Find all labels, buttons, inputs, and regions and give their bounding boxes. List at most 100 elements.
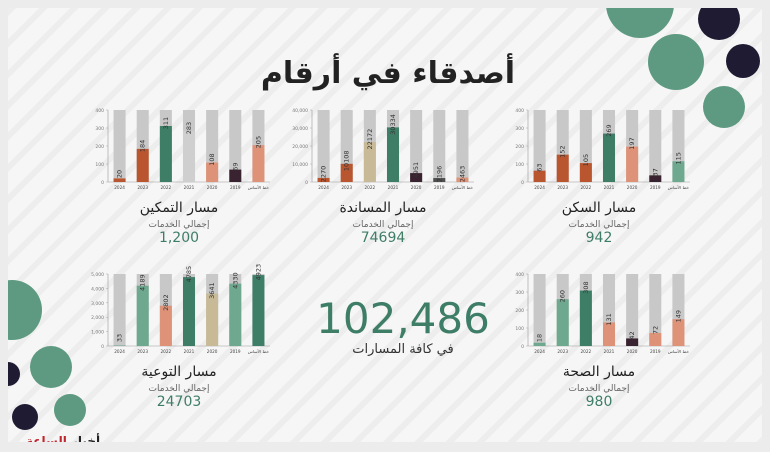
- y-tick-label: 400: [95, 108, 104, 114]
- chart-empowerment: 400 300 200 100 0 20 2024 184 2023 311 2022 283 2021…: [95, 108, 270, 190]
- bar-background: [433, 110, 446, 182]
- bar: [579, 163, 592, 182]
- bar: [626, 338, 639, 346]
- bar: [626, 146, 639, 182]
- chart-total: 24703: [156, 394, 202, 410]
- bar: [136, 148, 149, 182]
- data-label: 4785: [185, 266, 193, 283]
- data-label: 33: [116, 334, 124, 342]
- services-label: إجمالي الخدمات: [148, 384, 210, 394]
- x-tick-label: 2024: [534, 349, 545, 354]
- x-tick-label: 2023: [557, 185, 568, 190]
- data-label: 4330: [231, 272, 239, 289]
- bar-background: [649, 274, 662, 346]
- bar-background: [456, 110, 469, 182]
- decor-circle-green-right: [703, 86, 745, 128]
- data-label: 131: [605, 313, 613, 325]
- bar: [672, 319, 685, 346]
- bar-background: [410, 110, 423, 182]
- chart-total: 1,200: [158, 230, 200, 246]
- bar: [602, 322, 616, 346]
- bar: [672, 161, 685, 182]
- data-label: 2802: [162, 294, 170, 311]
- bar-background: [229, 110, 242, 182]
- data-label: 3641: [208, 282, 216, 299]
- x-tick-label: خط الأساس: [452, 185, 474, 190]
- bar: [317, 177, 330, 182]
- y-tick-label: 100: [515, 162, 524, 168]
- data-label: 4923: [254, 264, 262, 281]
- y-tick-label: 200: [515, 144, 524, 150]
- data-label: 149: [674, 310, 682, 322]
- decor-circle-green-top: [606, 8, 674, 38]
- x-tick-label: 2020: [207, 185, 218, 190]
- data-label: 152: [559, 145, 567, 157]
- x-tick-label: 2020: [207, 349, 218, 354]
- bar: [579, 290, 592, 346]
- y-tick-label: 100: [515, 326, 524, 332]
- x-tick-label: 2023: [137, 185, 148, 190]
- x-tick-label: 2021: [604, 349, 615, 354]
- x-tick-label: 2020: [627, 185, 638, 190]
- x-tick-label: 2024: [114, 185, 125, 190]
- x-tick-label: 2020: [411, 185, 422, 190]
- y-tick-label: 0: [101, 180, 104, 186]
- y-tick-label: 2,000: [91, 315, 104, 321]
- decor-circle-green-left: [8, 280, 42, 340]
- bar: [602, 133, 616, 182]
- decor-circle-navy-bottom: [12, 404, 38, 430]
- bar: [206, 293, 219, 346]
- y-tick-label: 100: [95, 162, 104, 168]
- data-label: 72: [651, 326, 659, 334]
- data-label: 108: [208, 153, 216, 165]
- y-tick-label: 40,000: [292, 108, 308, 114]
- bar-background: [649, 110, 662, 182]
- panel-housing: 400 300 200 100 0 63 2024 152 2023 105 2022 269 2021…: [504, 100, 694, 250]
- infographic-canvas: أصدقاء في أرقام 400 300 200 100 0 20 2024 184 20…: [8, 8, 762, 442]
- y-tick-label: 4,000: [91, 286, 104, 292]
- y-tick-label: 0: [521, 344, 524, 350]
- x-tick-label: 2024: [318, 185, 329, 190]
- bar-background: [317, 110, 330, 182]
- decor-circle-navy-left: [8, 362, 20, 386]
- data-label: 283: [185, 122, 193, 134]
- bar: [649, 175, 662, 182]
- logo-text-part1: أخبار: [71, 434, 101, 442]
- decor-circle-navy-top: [698, 8, 740, 40]
- data-label: 2196: [435, 166, 443, 183]
- data-label: 205: [254, 136, 262, 148]
- x-tick-label: خط الأساس: [668, 185, 690, 190]
- decor-circle-green-bottom: [54, 394, 86, 426]
- bar: [433, 178, 446, 182]
- y-tick-label: 10,000: [292, 162, 308, 168]
- chart-total: 980: [585, 394, 613, 410]
- bar-background: [113, 110, 126, 182]
- data-label: 4189: [139, 274, 147, 291]
- x-tick-label: 2019: [230, 349, 241, 354]
- bar: [182, 277, 196, 346]
- data-label: 37: [651, 168, 659, 176]
- decor-circle-green-large: [648, 34, 704, 90]
- x-tick-label: 2021: [604, 185, 615, 190]
- y-tick-label: 20,000: [292, 144, 308, 150]
- panel-support: 40,000 30,000 20,000 10,000 0 2270 2024 10108 20…: [288, 100, 478, 250]
- bar: [533, 170, 546, 182]
- data-label: 311: [162, 117, 170, 129]
- y-tick-label: 1,000: [91, 330, 104, 336]
- bar: [206, 162, 219, 182]
- services-label: إجمالي الخدمات: [148, 220, 210, 230]
- page-title: أصدقاء في أرقام: [260, 56, 516, 91]
- bar: [229, 169, 242, 182]
- x-tick-label: خط الأساس: [248, 349, 270, 354]
- chart-support: 40,000 30,000 20,000 10,000 0 2270 2024 10108 20…: [292, 108, 474, 190]
- y-tick-label: 300: [95, 126, 104, 132]
- x-tick-label: خط الأساس: [668, 349, 690, 354]
- x-tick-label: 2022: [161, 185, 172, 190]
- bar: [533, 342, 546, 346]
- chart-title: مسار السكن: [561, 200, 637, 216]
- bar: [340, 163, 353, 182]
- x-tick-label: 2023: [341, 185, 352, 190]
- x-tick-label: 2019: [650, 349, 661, 354]
- bar: [456, 177, 469, 182]
- x-tick-label: 2021: [184, 349, 195, 354]
